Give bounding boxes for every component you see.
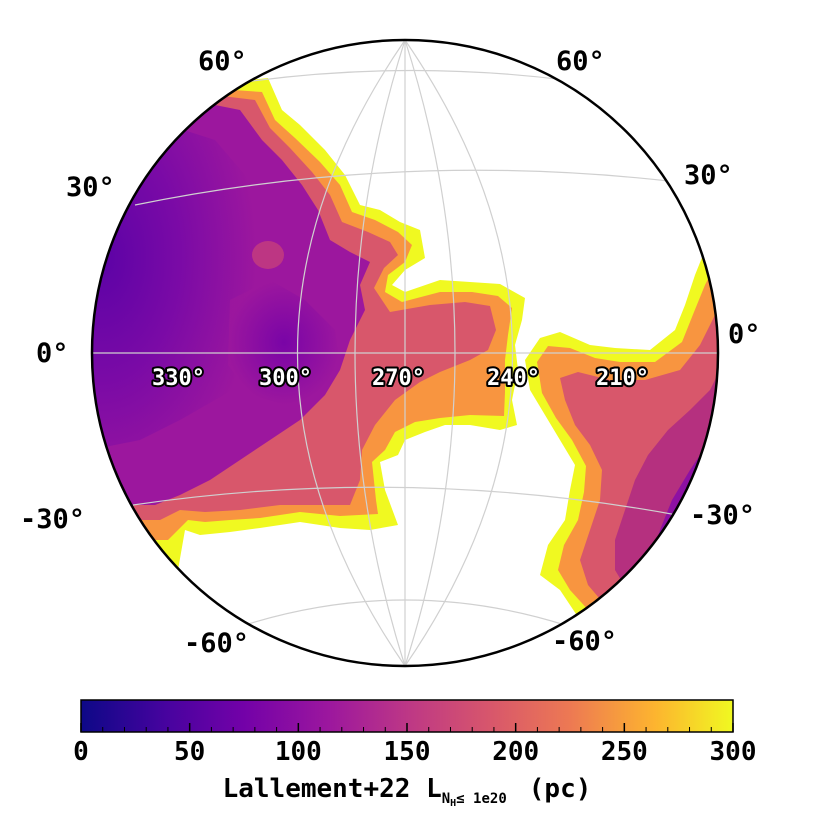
- lat-label-left-30: 30°: [66, 172, 115, 203]
- map-boundary: [90, 38, 720, 668]
- lon-label-270: 270°: [372, 366, 425, 391]
- longitude-labels: 330° 300° 270° 240° 210°: [150, 364, 651, 393]
- colorbar-label-cond: ≤ 1e20: [456, 791, 507, 807]
- lon-label-210: 210°: [596, 366, 649, 391]
- colorbar-tick-label-200: 200: [492, 737, 539, 767]
- lat-label-right-m30: -30°: [690, 500, 755, 531]
- lat-label-left-m30: -30°: [20, 504, 85, 535]
- lon-label-300: 300°: [259, 366, 312, 391]
- lat-label-right-30: 30°: [684, 160, 733, 191]
- colorbar-tick-label-300: 300: [710, 737, 757, 767]
- colorbar-label-sub: N: [442, 791, 450, 807]
- colorbar-tick-label-150: 150: [384, 737, 431, 767]
- lat-label-left-m60: -60°: [184, 628, 249, 659]
- map-disk: [92, 40, 718, 666]
- colorbar-tick-label-250: 250: [601, 737, 648, 767]
- lat-label-right-60: 60°: [556, 46, 605, 77]
- colorbar-label-unit: (pc): [529, 774, 592, 804]
- data-blob-pink: [252, 241, 284, 269]
- lat-label-right-0: 0°: [728, 319, 761, 350]
- lon-label-240: 240°: [487, 366, 540, 391]
- lat-label-left-0: 0°: [36, 338, 69, 369]
- colorbar: 0 50 100 150 200 250 300 Lallement+22 LN…: [73, 699, 757, 809]
- colorbar-tick-label-100: 100: [275, 737, 322, 767]
- lat-label-right-m60: -60°: [552, 626, 617, 657]
- colorbar-tick-label-50: 50: [174, 737, 205, 767]
- lon-label-330: 330°: [152, 366, 205, 391]
- colorbar-label-subsub: H: [450, 798, 456, 809]
- colorbar-label-main: Lallement+22 L: [223, 774, 442, 804]
- colorbar-ticks: [80, 723, 734, 732]
- colorbar-label: Lallement+22 LNH≤ 1e20 (pc): [223, 774, 592, 809]
- data-region-center-core: [228, 280, 340, 405]
- lat-label-left-60: 60°: [198, 46, 247, 77]
- colorbar-tick-label-0: 0: [73, 737, 89, 767]
- graticule: [92, 40, 718, 666]
- latitude-labels: 60° 30° 0° -30° -60° 60° 30° 0° -30° -60…: [20, 46, 761, 659]
